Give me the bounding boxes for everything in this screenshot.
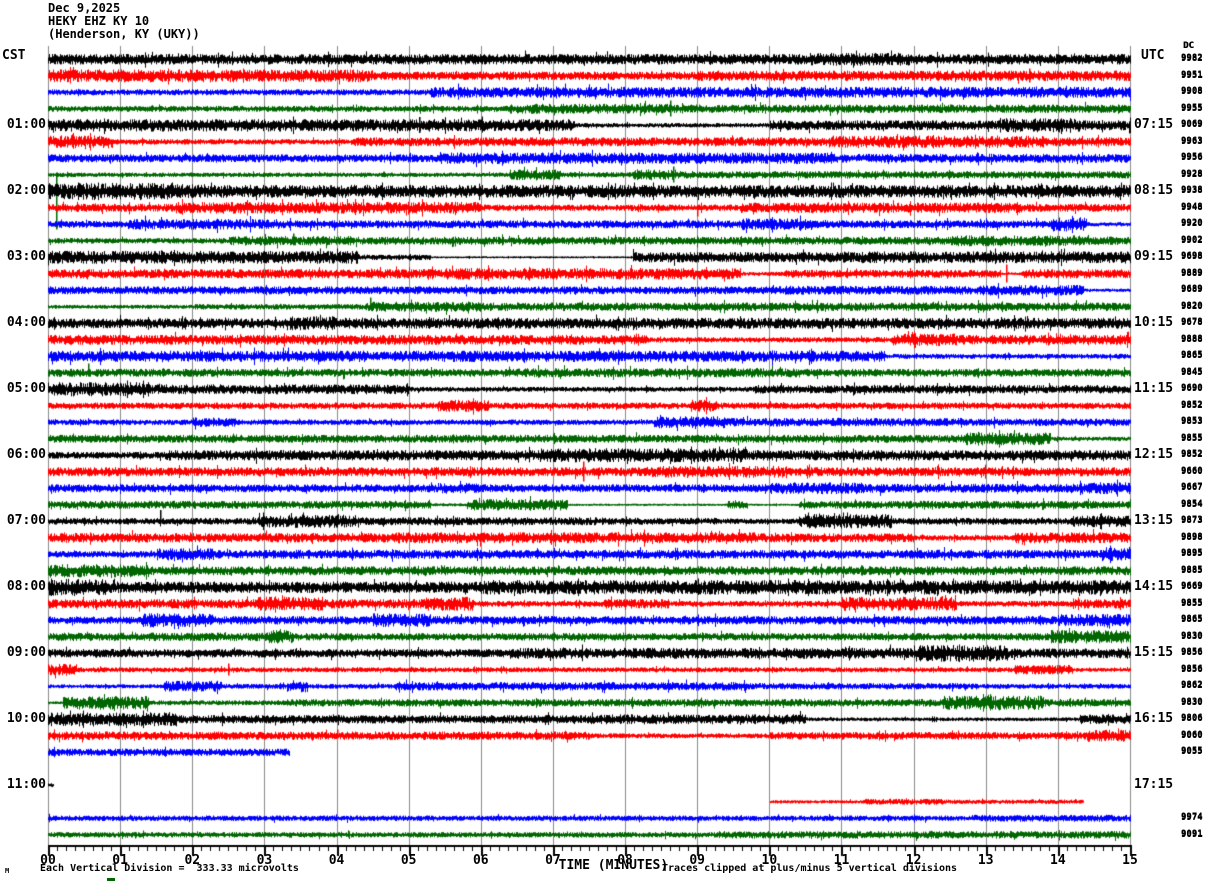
dc-value: 9855 bbox=[1181, 597, 1203, 608]
x-tick-label: 06 bbox=[472, 853, 489, 868]
utc-hour-label: 08:15 bbox=[1134, 183, 1174, 198]
dc-value: 9956 bbox=[1181, 152, 1203, 162]
dc-value: 9806 bbox=[1181, 713, 1203, 723]
x-tick-label: 08 bbox=[617, 853, 633, 868]
dc-value: 9963 bbox=[1181, 135, 1203, 146]
cst-axis-title: CST bbox=[2, 48, 26, 63]
header-date: Dec 9,2025 bbox=[48, 1, 121, 15]
utc-hour-label: 09:15 bbox=[1134, 249, 1174, 264]
dc-value: 9856 bbox=[1181, 647, 1203, 657]
dc-value: 9660 bbox=[1181, 465, 1203, 476]
dc-value: 9898 bbox=[1181, 531, 1203, 542]
dc-value: 9830 bbox=[1181, 630, 1203, 641]
utc-hour-label: 12:15 bbox=[1134, 447, 1174, 462]
dc-value: 9865 bbox=[1181, 614, 1203, 624]
dc-value: 9889 bbox=[1181, 267, 1203, 278]
cst-hour-label: 03:00 bbox=[6, 249, 46, 264]
utc-hour-label: 10:15 bbox=[1134, 315, 1174, 330]
utc-hour-label: 11:15 bbox=[1134, 381, 1174, 396]
dc-value: 9689 bbox=[1181, 284, 1203, 294]
dc-value: 9852 bbox=[1181, 449, 1203, 459]
x-tick-label: 15 bbox=[1122, 853, 1138, 868]
dc-value: 9885 bbox=[1181, 564, 1203, 575]
dc-value: 9948 bbox=[1181, 201, 1203, 212]
dc-value: 9854 bbox=[1181, 498, 1203, 509]
dc-value: 9678 bbox=[1181, 317, 1203, 327]
dc-value: 9667 bbox=[1181, 482, 1203, 492]
dc-value: 9938 bbox=[1181, 185, 1203, 195]
dc-value: 9690 bbox=[1181, 383, 1203, 393]
x-tick-label: 04 bbox=[328, 853, 345, 868]
dc-value: 9820 bbox=[1181, 300, 1203, 311]
dc-value: 9862 bbox=[1181, 680, 1203, 690]
dc-value: 9888 bbox=[1181, 333, 1203, 344]
dc-value: 9852 bbox=[1181, 399, 1203, 410]
dc-value: 9845 bbox=[1181, 366, 1203, 377]
utc-hour-label: 13:15 bbox=[1134, 513, 1174, 528]
x-tick-label: 11 bbox=[833, 853, 850, 868]
x-axis-title: TIME (MINUTES) bbox=[558, 858, 669, 873]
x-tick-label: 01 bbox=[112, 853, 128, 868]
dc-value: 9895 bbox=[1181, 548, 1203, 558]
stray-trace-mark bbox=[107, 878, 115, 881]
corner-mark: M bbox=[5, 867, 10, 875]
utc-axis-title: UTC bbox=[1141, 48, 1165, 63]
cst-hour-label: 06:00 bbox=[6, 447, 46, 462]
dc-value: 9698 bbox=[1181, 251, 1203, 261]
cst-hour-label: 05:00 bbox=[6, 381, 46, 396]
x-tick-label: 05 bbox=[400, 853, 417, 868]
cst-hour-label: 08:00 bbox=[6, 579, 46, 594]
clipping-note: Traces clipped at plus/minus 5 vertical … bbox=[662, 863, 958, 874]
dc-value: 9830 bbox=[1181, 696, 1203, 707]
cst-hour-label: 04:00 bbox=[6, 315, 46, 330]
x-tick-label: 12 bbox=[905, 853, 922, 868]
dc-value: 9853 bbox=[1181, 416, 1203, 426]
dc-value: 9974 bbox=[1181, 812, 1203, 822]
cst-hour-label: 09:00 bbox=[6, 645, 46, 660]
cst-hour-label: 07:00 bbox=[6, 513, 46, 528]
x-tick-label: 13 bbox=[977, 853, 994, 868]
utc-hour-label: 16:15 bbox=[1134, 711, 1174, 726]
dc-value: 9902 bbox=[1181, 234, 1203, 245]
utc-hour-label: 14:15 bbox=[1134, 579, 1174, 594]
dc-value: 9091 bbox=[1181, 828, 1203, 839]
x-tick-label: 02 bbox=[184, 853, 201, 868]
cst-hour-label: 11:00 bbox=[6, 777, 46, 792]
dc-column-header: DC bbox=[1183, 41, 1194, 51]
x-tick-label: 00 bbox=[40, 853, 56, 868]
dc-value: 9908 bbox=[1181, 86, 1203, 96]
utc-hour-label: 15:15 bbox=[1134, 645, 1174, 660]
dc-value: 9920 bbox=[1181, 218, 1203, 228]
x-tick-label: 09 bbox=[689, 853, 706, 868]
utc-hour-label: 17:15 bbox=[1134, 777, 1174, 792]
dc-value: 9955 bbox=[1181, 102, 1203, 113]
x-tick-label: 14 bbox=[1050, 853, 1066, 868]
vertical-division-note: Each Vertical Division = 333.33 microvol… bbox=[40, 863, 299, 874]
cst-hour-label: 10:00 bbox=[6, 711, 46, 726]
dc-value: 9928 bbox=[1181, 168, 1203, 179]
dc-value: 9055 bbox=[1181, 746, 1203, 756]
dc-value: 9865 bbox=[1181, 350, 1203, 360]
utc-hour-label: 07:15 bbox=[1134, 117, 1174, 132]
dc-value: 9951 bbox=[1181, 69, 1203, 80]
cst-hour-label: 01:00 bbox=[6, 117, 46, 132]
cst-hour-label: 02:00 bbox=[6, 183, 46, 198]
dc-value: 9982 bbox=[1181, 53, 1203, 63]
header-station: HEKY EHZ KY 10 bbox=[48, 14, 150, 28]
dc-value: 9855 bbox=[1181, 432, 1203, 443]
header-location: (Henderson, KY (UKY)) bbox=[48, 27, 200, 41]
dc-value: 9669 bbox=[1181, 581, 1203, 591]
dc-value: 9873 bbox=[1181, 515, 1203, 525]
x-tick-label: 07 bbox=[545, 853, 561, 868]
dc-value: 9069 bbox=[1181, 119, 1203, 129]
x-tick-label: 03 bbox=[256, 853, 273, 868]
dc-value: 9060 bbox=[1181, 729, 1203, 740]
x-tick-label: 10 bbox=[761, 853, 778, 868]
dc-value: 9856 bbox=[1181, 663, 1203, 674]
